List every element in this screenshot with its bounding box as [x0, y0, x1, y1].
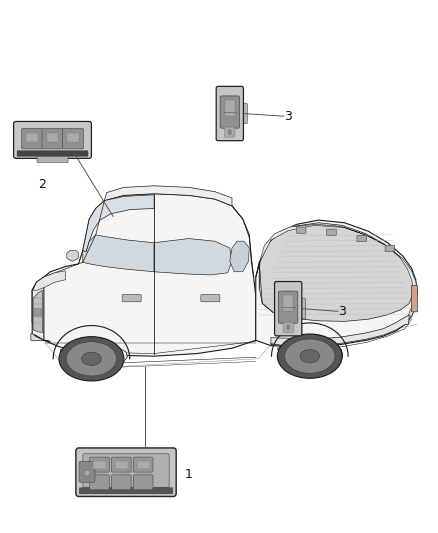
FancyBboxPatch shape: [201, 294, 220, 302]
FancyBboxPatch shape: [63, 128, 84, 149]
Polygon shape: [32, 277, 44, 341]
FancyBboxPatch shape: [46, 133, 58, 142]
Text: 2: 2: [38, 178, 46, 191]
FancyBboxPatch shape: [115, 461, 128, 469]
Ellipse shape: [285, 339, 335, 373]
Polygon shape: [33, 290, 42, 333]
FancyBboxPatch shape: [225, 100, 235, 116]
Polygon shape: [256, 224, 417, 317]
Polygon shape: [33, 271, 66, 290]
FancyBboxPatch shape: [37, 155, 68, 163]
FancyBboxPatch shape: [67, 133, 79, 142]
Ellipse shape: [84, 470, 90, 476]
FancyBboxPatch shape: [299, 298, 306, 319]
Ellipse shape: [300, 350, 320, 363]
FancyBboxPatch shape: [79, 462, 95, 482]
FancyBboxPatch shape: [137, 461, 149, 469]
Text: 1: 1: [185, 469, 193, 481]
FancyBboxPatch shape: [93, 461, 106, 469]
FancyBboxPatch shape: [76, 448, 176, 496]
FancyBboxPatch shape: [357, 236, 367, 241]
FancyBboxPatch shape: [79, 488, 173, 494]
FancyBboxPatch shape: [26, 133, 38, 142]
FancyBboxPatch shape: [220, 96, 240, 128]
FancyBboxPatch shape: [111, 457, 131, 472]
FancyBboxPatch shape: [279, 291, 298, 324]
FancyBboxPatch shape: [283, 295, 293, 311]
Polygon shape: [277, 344, 343, 365]
FancyBboxPatch shape: [216, 86, 244, 141]
FancyBboxPatch shape: [111, 475, 131, 490]
FancyBboxPatch shape: [21, 128, 42, 149]
FancyBboxPatch shape: [385, 245, 395, 252]
FancyBboxPatch shape: [17, 151, 88, 156]
FancyBboxPatch shape: [297, 227, 306, 233]
FancyBboxPatch shape: [89, 457, 109, 472]
Polygon shape: [32, 193, 256, 356]
FancyBboxPatch shape: [411, 286, 417, 312]
Polygon shape: [271, 315, 409, 345]
FancyBboxPatch shape: [133, 475, 153, 490]
Ellipse shape: [286, 325, 290, 330]
FancyBboxPatch shape: [122, 294, 141, 302]
FancyBboxPatch shape: [83, 454, 169, 487]
FancyBboxPatch shape: [241, 103, 247, 124]
FancyBboxPatch shape: [275, 281, 302, 336]
FancyBboxPatch shape: [42, 128, 63, 149]
FancyBboxPatch shape: [327, 229, 336, 236]
Polygon shape: [83, 195, 154, 252]
Text: 3: 3: [338, 305, 346, 318]
FancyBboxPatch shape: [225, 127, 235, 137]
Ellipse shape: [228, 130, 231, 135]
Ellipse shape: [82, 352, 101, 366]
Ellipse shape: [59, 337, 124, 381]
Polygon shape: [83, 235, 154, 272]
Polygon shape: [259, 223, 413, 321]
Polygon shape: [230, 241, 249, 272]
FancyBboxPatch shape: [89, 475, 109, 490]
Text: 3: 3: [284, 110, 292, 123]
Ellipse shape: [277, 334, 342, 378]
Polygon shape: [31, 334, 50, 342]
FancyBboxPatch shape: [14, 122, 92, 158]
FancyBboxPatch shape: [283, 322, 293, 332]
Polygon shape: [104, 186, 232, 206]
Ellipse shape: [66, 342, 117, 376]
Polygon shape: [67, 251, 79, 261]
Polygon shape: [60, 346, 127, 365]
Polygon shape: [256, 220, 417, 346]
FancyBboxPatch shape: [34, 309, 42, 316]
Polygon shape: [154, 239, 232, 275]
FancyBboxPatch shape: [133, 457, 153, 472]
